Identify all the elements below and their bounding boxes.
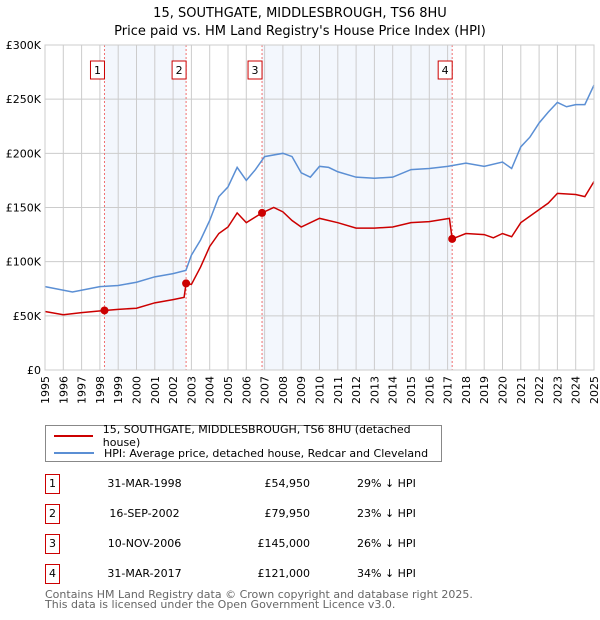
sale-number: 1 [45,474,60,494]
sale-label: 4 [442,64,449,77]
sale-hpi-diff: 23% ↓ HPI [357,507,416,520]
y-tick-label: £50K [13,310,42,323]
y-tick-label: £250K [6,93,42,106]
sale-date: 31-MAR-2017 [107,567,182,580]
footer-line: This data is licensed under the Open Gov… [45,598,396,611]
y-tick-label: £0 [27,364,41,377]
sale-number: 3 [45,534,60,554]
chart-title: 15, SOUTHGATE, MIDDLESBROUGH, TS6 8HU [153,6,447,21]
x-tick-label: 2010 [314,376,327,404]
x-tick-label: 2018 [460,376,473,404]
series-line-hpi [44,84,595,293]
sale-number: 2 [45,504,60,524]
x-tick-label: 2001 [149,376,162,404]
sale-date: 16-SEP-2002 [109,507,180,520]
x-tick-label: 2007 [259,376,272,404]
sale-label-box [89,60,105,80]
x-tick-label: 2025 [588,376,600,404]
y-tick-label: £200K [6,147,42,160]
sale-hpi-diff: 34% ↓ HPI [357,567,416,580]
sale-label-box [247,60,263,80]
legend-swatch-red [54,435,93,437]
footer: Contains HM Land Registry data © Crown c… [45,588,473,611]
x-tick-label: 1996 [57,376,70,404]
x-tick-label: 2000 [131,376,144,404]
legend: 15, SOUTHGATE, MIDDLESBROUGH, TS6 8HU (d… [45,423,442,462]
legend-item-hpi: HPI: Average price, detached house, Redc… [54,445,428,461]
chart-subtitle: Price paid vs. HM Land Registry's House … [114,24,486,39]
sale-label: 3 [252,64,259,77]
x-tick-label: 2009 [295,376,308,404]
sale-price: £79,950 [264,507,311,520]
x-tick-label: 2017 [442,376,455,404]
sale-point [258,208,267,217]
x-tick-label: 1999 [112,376,125,404]
sale-row: 3 10-NOV-2006 £145,000 26% ↓ HPI [45,534,465,554]
sale-price: £54,950 [264,477,311,490]
x-tick-label: 2015 [405,376,418,404]
x-tick-label: 2014 [387,376,400,404]
sale-label-box [437,60,453,80]
x-tick-label: 2019 [478,376,491,404]
sale-hpi-diff: 26% ↓ HPI [357,537,416,550]
sale-date: 10-NOV-2006 [107,537,182,550]
x-tick-label: 2016 [423,376,436,404]
x-tick-label: 1997 [76,376,89,404]
y-tick-label: £300K [6,39,42,52]
x-tick-label: 2020 [497,376,510,404]
y-tick-label: £100K [6,256,42,269]
price-chart: 15, SOUTHGATE, MIDDLESBROUGH, TS6 8HU Pr… [6,6,600,404]
sale-price: £145,000 [257,537,311,550]
x-tick-label: 2021 [515,376,528,404]
legend-swatch-blue [54,452,94,454]
sale-date: 31-MAR-1998 [107,477,182,490]
sale-label: 2 [176,64,183,77]
sale-label: 1 [94,64,101,77]
series-line-property [44,181,595,316]
legend-label: 15, SOUTHGATE, MIDDLESBROUGH, TS6 8HU (d… [102,423,411,449]
x-tick-label: 2004 [204,376,217,404]
y-tick-label: £150K [6,202,42,215]
x-tick-label: 2012 [350,376,363,404]
sale-row: 2 16-SEP-2002 £79,950 23% ↓ HPI [45,504,465,524]
x-tick-label: 2011 [332,376,345,404]
x-tick-label: 2024 [570,376,583,404]
sale-point [100,306,109,315]
x-tick-label: 2022 [533,376,546,404]
x-tick-label: 2002 [167,376,180,404]
sale-number: 4 [45,564,60,584]
sale-hpi-diff: 29% ↓ HPI [357,477,416,490]
sale-point [182,279,191,288]
sale-row: 4 31-MAR-2017 £121,000 34% ↓ HPI [45,564,465,584]
x-tick-label: 2023 [551,376,564,404]
legend-item-property: 15, SOUTHGATE, MIDDLESBROUGH, TS6 8HU (d… [54,423,441,449]
x-tick-label: 2005 [222,376,235,404]
x-tick-label: 1995 [39,376,52,404]
legend-label: HPI: Average price, detached house, Redc… [104,446,429,460]
x-tick-label: 2013 [368,376,381,404]
sale-row: 1 31-MAR-1998 £54,950 29% ↓ HPI [45,474,465,494]
x-tick-label: 2006 [240,376,253,404]
sale-label-box [171,60,187,80]
x-tick-label: 2008 [277,376,290,404]
sale-price: £121,000 [257,567,311,580]
sale-point [448,234,457,243]
x-tick-label: 2003 [185,376,198,404]
plot-frame [44,44,595,371]
footer-line: Contains HM Land Registry data © Crown c… [45,588,473,601]
x-tick-label: 1998 [94,376,107,404]
